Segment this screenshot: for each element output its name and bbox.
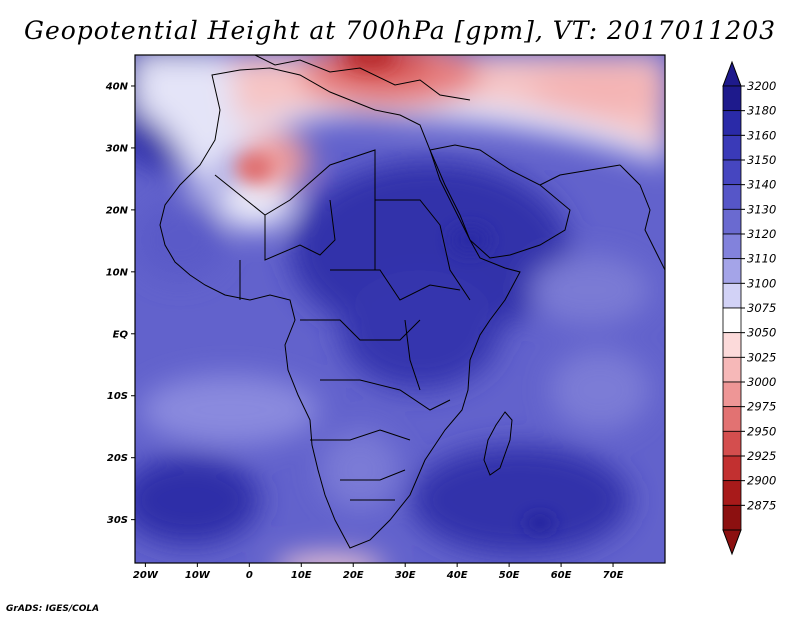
colorbar-top-arrow: [722, 60, 742, 87]
height-field: [135, 55, 665, 563]
colorbar-swatch: [722, 307, 742, 334]
lon-tick-label: 10E: [291, 570, 312, 581]
colorbar-swatch: [722, 208, 742, 235]
colorbar-label: 3100: [747, 276, 776, 290]
lon-tick-label: 30E: [395, 570, 416, 581]
footer-credit: GrADS: IGES/COLA: [6, 604, 100, 614]
colorbar-swatch: [722, 233, 742, 260]
lon-tick-label: 70E: [603, 570, 624, 581]
colorbar-bottom-arrow: [722, 529, 742, 556]
colorbar-swatch: [722, 381, 742, 408]
colorbar-swatch: [722, 406, 742, 432]
colorbar-swatch: [722, 258, 742, 284]
map-frame: [134, 54, 666, 564]
lat-tick-label: 10N: [106, 267, 129, 278]
colorbar-label: 3180: [747, 104, 776, 118]
colorbar-label: 3025: [747, 350, 776, 364]
colorbar-label: 2975: [747, 400, 776, 414]
colorbar-swatch: [722, 134, 742, 161]
lon-tick-label: 60E: [551, 570, 572, 581]
lon-tick-label: 20E: [343, 570, 364, 581]
colorbar-label: 3130: [747, 202, 776, 216]
colorbar-swatch: [722, 504, 742, 531]
lon-tick-label: 20W: [133, 570, 159, 581]
colorbar-label: 2950: [747, 424, 776, 438]
colorbar-label: 2900: [747, 474, 776, 488]
colorbar-swatch: [722, 455, 742, 482]
colorbar-swatch: [722, 282, 742, 309]
latitude-axis: 40N 30N 20N 10N EQ 10S 20S 30S: [105, 81, 135, 526]
lat-tick-label: 30S: [107, 515, 128, 526]
colorbar-label: 3000: [747, 375, 776, 389]
colorbar-label: 3120: [747, 227, 776, 241]
lat-tick-label: 30N: [106, 143, 129, 154]
colorbar-swatch: [722, 480, 742, 506]
lat-tick-label: 20N: [106, 205, 129, 216]
colorbar-swatch: [722, 332, 742, 358]
colorbar-label: 3075: [747, 301, 776, 315]
colorbar-swatch: [722, 184, 742, 210]
lat-tick-label: 20S: [107, 453, 128, 464]
colorbar-swatch: [722, 110, 742, 136]
colorbar-label: 2875: [747, 498, 776, 512]
coastlines: [159, 55, 665, 549]
lon-tick-label: 10W: [185, 570, 211, 581]
colorbar-label: 3150: [747, 153, 776, 167]
chart-title: Geopotential Height at 700hPa [gpm], VT:…: [23, 16, 777, 45]
colorbar-label: 2925: [747, 449, 776, 463]
colorbar-label: 3050: [747, 326, 776, 340]
colorbar-label: 3110: [747, 252, 776, 266]
lat-tick-label: EQ: [113, 329, 129, 340]
colorbar: 3200 3180 3160 3150 3140 3130 3120 3110 3100 3075…: [722, 60, 776, 556]
lat-tick-label: 10S: [107, 391, 128, 402]
colorbar-label: 3160: [747, 128, 776, 142]
lon-tick-label: 40E: [446, 570, 468, 581]
lon-tick-label: 50E: [499, 570, 520, 581]
colorbar-swatch: [722, 430, 742, 457]
colorbar-label: 3200: [747, 79, 776, 93]
lon-tick-label: 0: [246, 570, 253, 581]
colorbar-label: 3140: [747, 178, 776, 192]
colorbar-swatch: [722, 356, 742, 383]
colorbar-swatch: [722, 85, 742, 112]
colorbar-swatch: [722, 159, 742, 186]
lat-tick-label: 40N: [105, 81, 129, 92]
longitude-axis: 20W 10W 0 10E 20E 30E 40E 50E 60E 70E: [133, 563, 624, 581]
